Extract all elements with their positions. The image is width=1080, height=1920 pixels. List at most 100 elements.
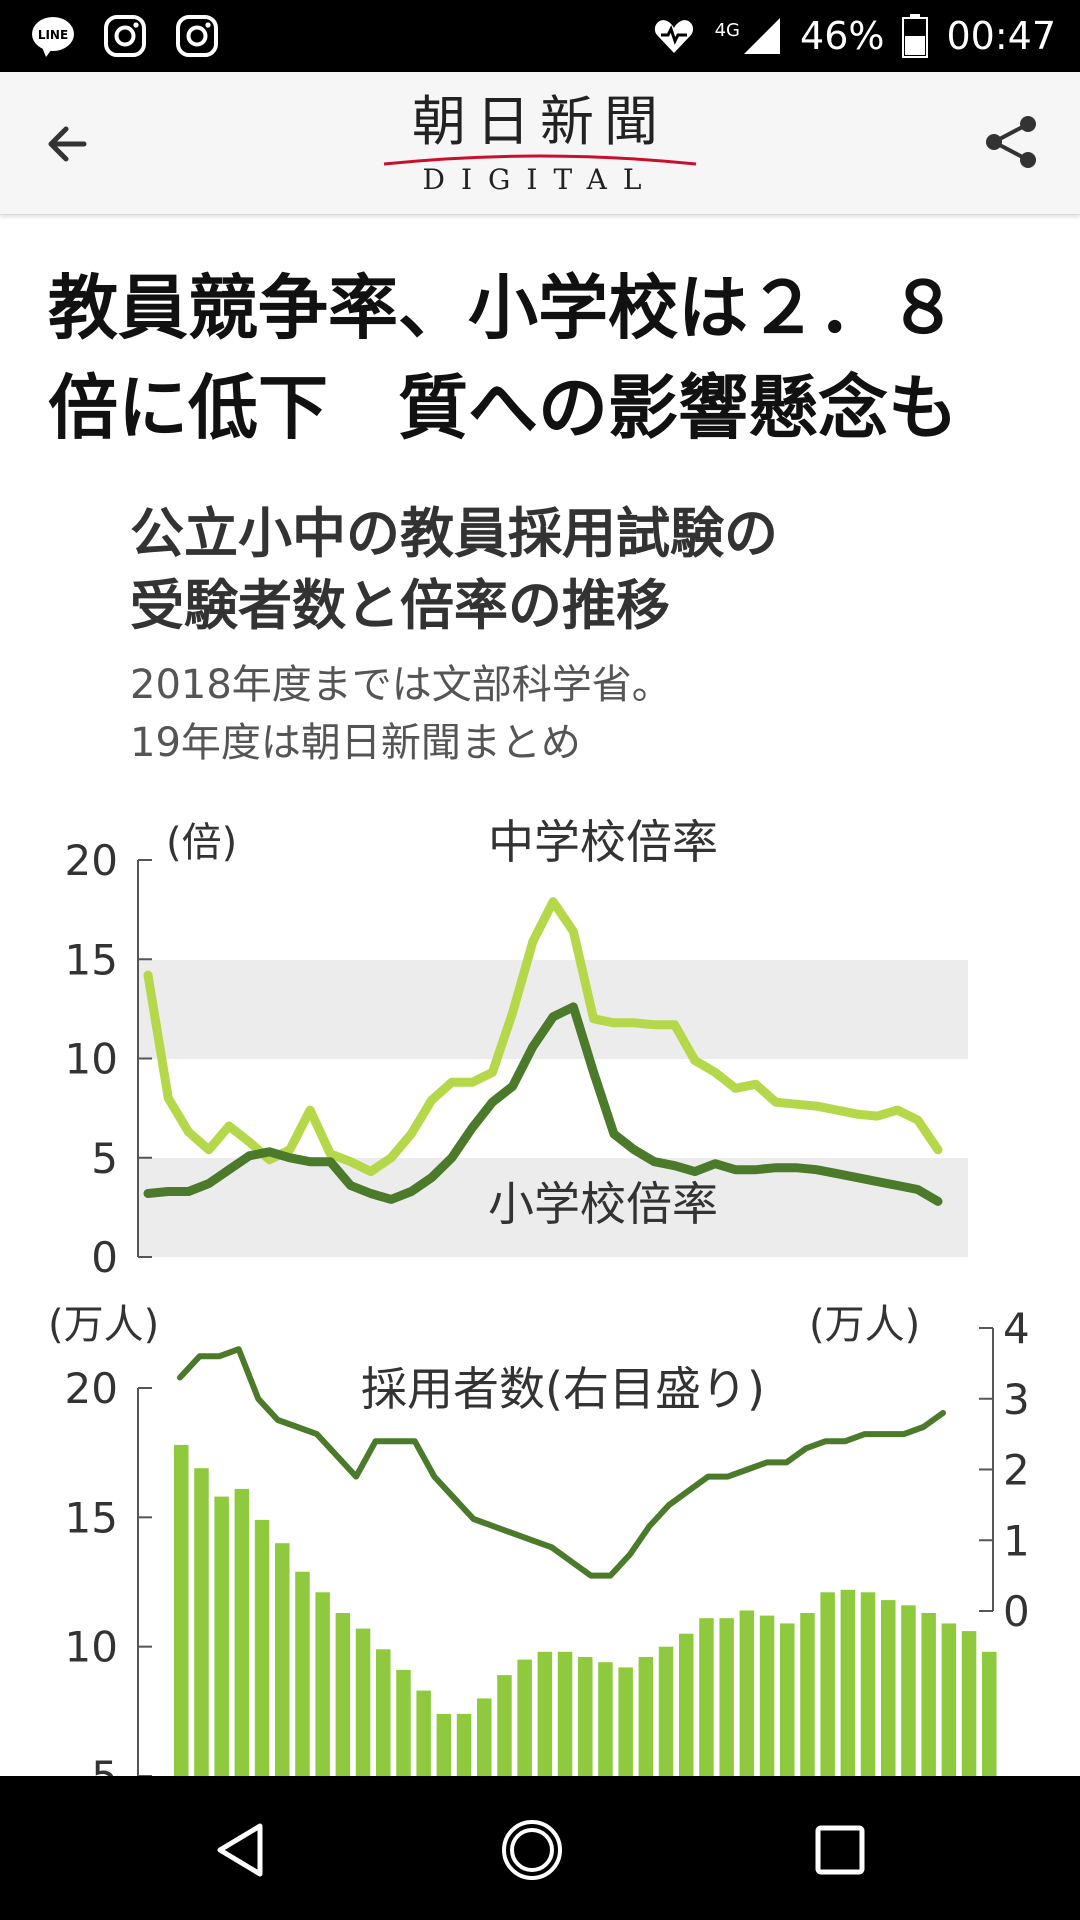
logo-subtitle: DIGITAL xyxy=(422,163,658,196)
headline-line-1: 教員競争率、小学校は２．８ xyxy=(48,267,958,349)
applicant-bar xyxy=(618,1667,633,1776)
applicant-bar xyxy=(174,1444,189,1776)
battery-percent: 46% xyxy=(800,14,885,58)
clock: 00:47 xyxy=(946,14,1056,58)
applicant-bar xyxy=(780,1623,795,1776)
notification-icons: LINE xyxy=(30,12,220,60)
logo: 朝日新聞 DIGITAL xyxy=(380,90,700,200)
applicant-bars xyxy=(174,1444,997,1776)
app-bar: 朝日新聞 DIGITAL xyxy=(0,72,1080,215)
series-label-hires: 採用者数(右目盛り) xyxy=(361,1362,765,1416)
applicant-bar xyxy=(820,1592,835,1776)
logo-arc xyxy=(383,154,697,166)
hires-line xyxy=(177,1346,946,1579)
applicant-bar xyxy=(436,1713,452,1776)
hires-line-path xyxy=(177,1346,946,1579)
applicant-bar xyxy=(517,1659,532,1776)
applicant-bar xyxy=(275,1543,290,1776)
applicant-bar xyxy=(234,1488,250,1776)
hires-tick-label: 4 xyxy=(1003,1304,1030,1353)
applicants-chart: 5 10 15 20 (万人) (万人) 0 1 2 3 4 採用者数(右目盛り) xyxy=(48,1302,1030,1776)
applicant-bar xyxy=(759,1615,775,1776)
battery-icon xyxy=(902,14,929,58)
applicant-bar xyxy=(941,1623,957,1776)
figure-title-line-2: 受験者数と倍率の推移 xyxy=(130,574,670,637)
applicant-bar xyxy=(194,1468,209,1776)
instagram-icon xyxy=(176,15,218,57)
applicant-bar xyxy=(537,1651,553,1776)
applicant-bar xyxy=(497,1675,512,1776)
applicant-bar xyxy=(416,1690,431,1776)
applicant-bar xyxy=(598,1662,613,1776)
figure-note-line-1: 2018年度までは文部科学省。 xyxy=(130,662,672,708)
back-triangle-icon[interactable] xyxy=(210,1818,274,1882)
series-label-middle-school: 中学校倍率 xyxy=(488,815,718,869)
applicant-bar xyxy=(335,1613,351,1776)
ratio-tick-label: 0 xyxy=(91,1233,118,1282)
recents-square-icon[interactable] xyxy=(808,1818,872,1882)
instagram-icon xyxy=(104,15,146,57)
figure-title-line-1: 公立小中の教員採用試験の xyxy=(130,502,778,565)
applicants-tick-label: 5 xyxy=(91,1752,118,1776)
ratio-axis-unit: (倍) xyxy=(166,820,237,866)
applicant-bar xyxy=(679,1633,694,1776)
hires-tick-label: 0 xyxy=(1003,1587,1030,1636)
hires-tick-label: 2 xyxy=(1003,1446,1030,1495)
article-figure: 公立小中の教員採用試験の 受験者数と倍率の推移 2018年度までは文部科学省。 … xyxy=(48,480,1048,1776)
left-axis-unit: (万人) xyxy=(48,1302,159,1348)
heart-monitor-icon xyxy=(654,20,693,53)
applicant-bar xyxy=(214,1496,229,1776)
applicant-bar xyxy=(739,1610,755,1776)
applicants-axis: 5 10 15 20 xyxy=(65,1364,152,1776)
signal-indicator: 4G xyxy=(715,16,782,56)
applicant-bar xyxy=(699,1618,714,1776)
right-axis-unit: (万人) xyxy=(809,1302,920,1348)
applicants-tick-label: 10 xyxy=(65,1623,118,1672)
signal-icon xyxy=(744,18,781,54)
figure-note: 2018年度までは文部科学省。 19年度は朝日新聞まとめ xyxy=(130,656,672,772)
svg-text:LINE: LINE xyxy=(38,28,68,42)
figure-note-line-2: 19年度は朝日新聞まとめ xyxy=(130,720,581,766)
ratio-axis: 0 5 10 15 20 xyxy=(65,836,152,1282)
applicant-bar xyxy=(254,1519,270,1776)
applicant-bar xyxy=(800,1613,815,1776)
applicant-bar xyxy=(578,1657,593,1776)
applicant-bar xyxy=(295,1571,310,1776)
status-bar: LINE 4G 46% 00:47 xyxy=(0,0,1080,72)
navigation-bar xyxy=(0,1776,1080,1920)
logo-title: 朝日新聞 xyxy=(412,90,668,153)
ratio-lines xyxy=(143,897,943,1206)
applicant-bar xyxy=(840,1589,856,1776)
series-label-elementary: 小学校倍率 xyxy=(488,1177,718,1231)
ratio-tick-label: 20 xyxy=(65,836,118,885)
applicant-bar xyxy=(860,1592,876,1776)
applicant-bar xyxy=(901,1605,916,1776)
band-upper xyxy=(138,960,968,1059)
applicant-bar xyxy=(355,1628,371,1776)
headline-line-2: 倍に低下 質への影響懸念も xyxy=(48,367,958,449)
applicant-bar xyxy=(396,1669,411,1776)
ratio-tick-label: 15 xyxy=(65,935,118,984)
applicant-bar xyxy=(456,1713,472,1776)
hires-axis: 0 1 2 3 4 xyxy=(979,1304,1030,1636)
applicants-tick-label: 20 xyxy=(65,1364,118,1413)
applicant-bar xyxy=(315,1592,330,1776)
applicant-bar xyxy=(638,1657,654,1776)
hires-tick-label: 1 xyxy=(1003,1516,1030,1565)
applicants-tick-label: 15 xyxy=(65,1493,118,1542)
article-headline: 教員競争率、小学校は２．８ 倍に低下 質への影響懸念も xyxy=(48,258,1038,458)
applicant-bar xyxy=(921,1613,936,1776)
applicant-bar xyxy=(376,1649,391,1776)
home-circle-icon[interactable] xyxy=(500,1818,564,1882)
elementary-ratio-line xyxy=(143,1002,943,1206)
applicant-bar xyxy=(719,1618,734,1776)
system-status: 4G 46% 00:47 xyxy=(651,0,1056,72)
ratio-tick-label: 5 xyxy=(91,1134,118,1183)
hires-tick-label: 3 xyxy=(1003,1375,1030,1424)
line-icon: LINE xyxy=(32,17,74,57)
ratio-chart: 0 5 10 15 20 (倍) 中学校倍率 小学校倍率 xyxy=(65,815,968,1282)
arrow-left-icon[interactable] xyxy=(40,114,100,174)
applicant-bar xyxy=(881,1600,896,1776)
share-icon[interactable] xyxy=(980,110,1044,174)
